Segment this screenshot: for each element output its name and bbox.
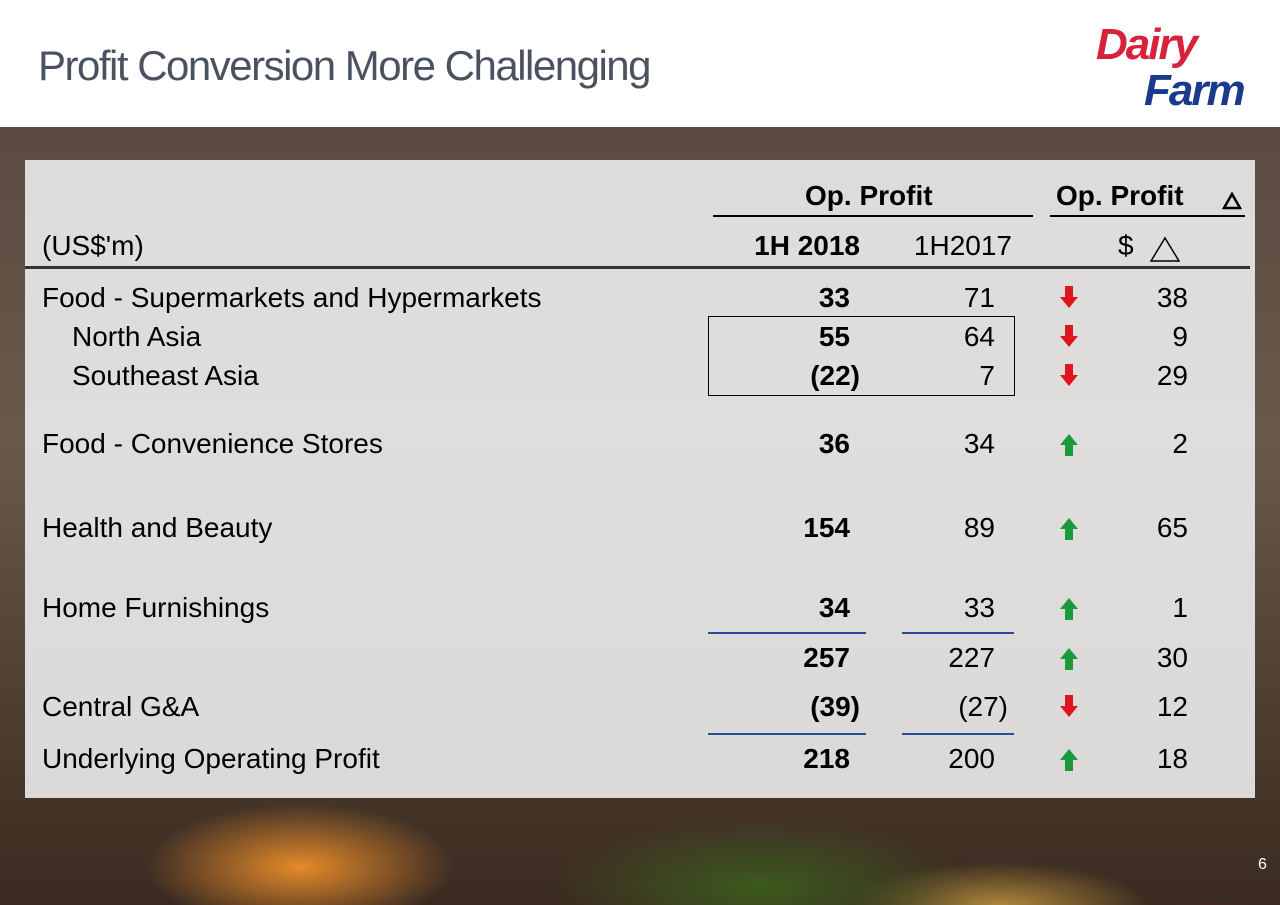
row-label: Food - Convenience Stores: [42, 428, 383, 459]
row-label: Underlying Operating Profit: [42, 743, 380, 774]
slide-title: Profit Conversion More Challenging: [38, 42, 652, 89]
units-label: (US$'m): [42, 230, 144, 261]
cell-delta: 2: [1172, 428, 1188, 459]
column-header-dollar: $: [1118, 230, 1134, 261]
cell-1h2017: 7: [979, 360, 995, 391]
arrow-up-icon: [1060, 749, 1078, 771]
cell-delta: 29: [1156, 360, 1188, 391]
cell-delta: 9: [1172, 321, 1188, 352]
dairy-farm-logo: Dairy Farm: [1092, 18, 1268, 118]
cell-1h2018: 36: [818, 428, 850, 459]
row-label: North Asia: [72, 321, 202, 352]
cell-1h2018: 154: [803, 512, 850, 543]
logo-line-1: Dairy: [1096, 20, 1198, 69]
asia-breakdown-box: [708, 316, 1015, 396]
cell-delta: 18: [1156, 743, 1188, 774]
subtotal-1h2018: 257: [803, 642, 850, 673]
arrow-down-icon: [1060, 364, 1078, 386]
cell-delta: 1: [1172, 592, 1188, 623]
cell-1h2017: 34: [963, 428, 995, 459]
cell-1h2017: 89: [963, 512, 995, 543]
cell-1h2017: 200: [948, 743, 995, 774]
cell-1h2018: 55: [818, 321, 850, 352]
header-group-underline: [713, 215, 1033, 217]
header-divider: [25, 266, 1250, 269]
column-header-1h2017: 1H2017: [913, 230, 1012, 261]
page-number: 6: [1258, 856, 1267, 873]
subtotal-delta: 30: [1156, 642, 1188, 673]
cell-1h2017: (27): [958, 691, 1008, 722]
row-label: Health and Beauty: [42, 512, 273, 543]
header-group-op-profit-change: Op. Profit: [1056, 180, 1184, 211]
cell-1h2018: 33: [818, 282, 850, 313]
delta-triangle-icon: [1222, 192, 1242, 210]
delta-triangle-outline-icon: [1149, 236, 1181, 262]
arrow-up-icon: [1060, 648, 1078, 670]
total-underline-2018: [708, 733, 866, 735]
row-label: Central G&A: [42, 691, 200, 722]
cell-1h2017: 33: [963, 592, 995, 623]
cell-delta: 12: [1156, 691, 1188, 722]
arrow-up-icon: [1060, 598, 1078, 620]
cell-1h2017: 71: [963, 282, 995, 313]
logo-line-2: Farm: [1144, 66, 1246, 115]
row-label: Food - Supermarkets and Hypermarkets: [42, 282, 542, 313]
arrow-up-icon: [1060, 434, 1078, 456]
row-label: Southeast Asia: [72, 360, 259, 391]
subtotal-underline-2017: [902, 632, 1014, 634]
arrow-down-icon: [1060, 325, 1078, 347]
arrow-down-icon: [1060, 286, 1078, 308]
arrow-down-icon: [1060, 695, 1078, 717]
cell-delta: 65: [1156, 512, 1188, 543]
arrow-up-icon: [1060, 518, 1078, 540]
column-header-1h2018: 1H 2018: [754, 230, 860, 261]
cell-1h2018: (39): [810, 691, 860, 722]
row-label: Home Furnishings: [42, 592, 270, 623]
header-group-change-underline: [1050, 215, 1245, 217]
cell-1h2018: 218: [803, 743, 850, 774]
cell-1h2018: 34: [818, 592, 850, 623]
cell-delta: 38: [1156, 282, 1188, 313]
subtotal-1h2017: 227: [948, 642, 995, 673]
header-group-op-profit: Op. Profit: [805, 180, 933, 211]
cell-1h2017: 64: [963, 321, 995, 352]
subtotal-underline-2018: [708, 632, 866, 634]
cell-1h2018: (22): [810, 360, 860, 391]
total-underline-2017: [902, 733, 1014, 735]
